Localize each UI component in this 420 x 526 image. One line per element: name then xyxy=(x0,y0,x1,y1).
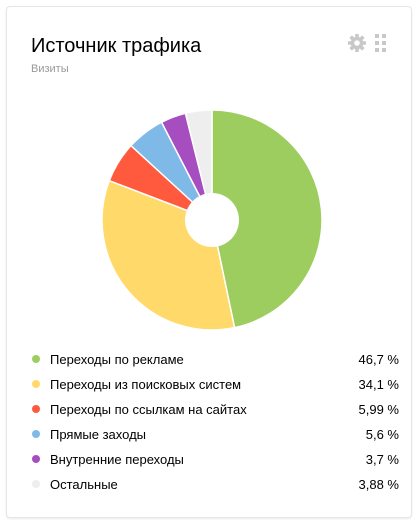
legend-color-dot xyxy=(32,355,40,363)
legend-label: Остальные xyxy=(50,477,118,492)
legend-label: Внутренние переходы xyxy=(50,452,184,467)
legend-item[interactable]: Переходы по ссылкам на сайтах 5,99 % xyxy=(31,397,399,422)
legend-item[interactable]: Прямые заходы 5,6 % xyxy=(31,422,399,447)
legend-color-dot xyxy=(32,455,40,463)
legend-color-dot xyxy=(32,405,40,413)
legend-value: 34,1 % xyxy=(358,377,399,392)
legend-label: Переходы по ссылкам на сайтах xyxy=(50,402,247,417)
legend-label: Переходы из поисковых систем xyxy=(50,377,242,392)
traffic-pie-chart xyxy=(101,109,323,331)
traffic-source-widget: Источник трафика Визиты Переходы по рекл… xyxy=(6,6,412,518)
legend-value: 3,7 % xyxy=(365,452,399,467)
pie-slice-5[interactable] xyxy=(184,109,213,221)
chart-legend: Переходы по рекламе 46,7 % Переходы из пои… xyxy=(31,347,399,497)
widget-subtitle: Визиты xyxy=(31,63,69,75)
legend-color-dot xyxy=(32,380,40,388)
gear-icon[interactable] xyxy=(347,33,367,53)
legend-color-dot xyxy=(32,430,40,438)
legend-value: 46,7 % xyxy=(358,352,399,367)
widget-title: Источник трафика xyxy=(31,35,202,57)
legend-label: Переходы по рекламе xyxy=(50,352,184,367)
legend-value: 5,6 % xyxy=(365,427,399,442)
legend-color-dot xyxy=(32,480,40,488)
legend-item[interactable]: Остальные 3,88 % xyxy=(31,472,399,497)
donut-hole xyxy=(185,193,239,247)
pie-slice-0[interactable] xyxy=(211,109,323,329)
drag-handle-icon[interactable] xyxy=(375,34,387,52)
legend-value: 3,88 % xyxy=(358,477,399,492)
legend-item[interactable]: Переходы по рекламе 46,7 % xyxy=(31,347,399,372)
legend-item[interactable]: Переходы из поисковых систем 34,1 % xyxy=(31,372,399,397)
legend-item[interactable]: Внутренние переходы 3,7 % xyxy=(31,447,399,472)
legend-value: 5,99 % xyxy=(358,402,399,417)
legend-label: Прямые заходы xyxy=(50,427,147,442)
